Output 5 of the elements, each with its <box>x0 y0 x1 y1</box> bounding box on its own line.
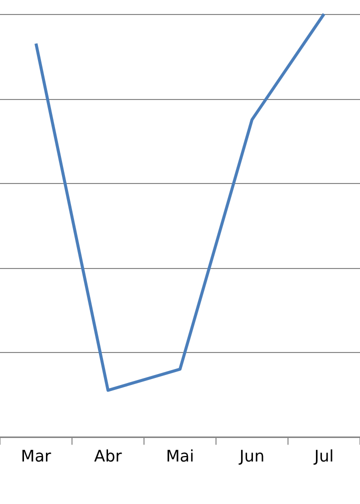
x-tick-label: Mai <box>166 446 194 466</box>
x-tick-label: Jun <box>238 446 264 466</box>
x-tick-label: Jul <box>313 446 334 466</box>
x-tick-label: Mar <box>20 446 52 466</box>
x-tick-label: Abr <box>94 446 122 466</box>
